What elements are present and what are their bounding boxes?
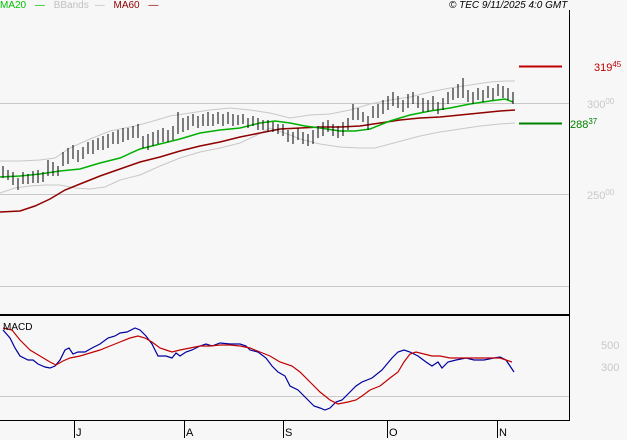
y-label-250-dec: 00: [605, 188, 615, 197]
x-label-aug: A: [186, 427, 194, 439]
legend-ma60: MA60 —: [113, 0, 159, 11]
macd-y-label-300: 300: [601, 362, 620, 374]
ma60-line: [0, 109, 516, 213]
support-dec: 37: [588, 117, 598, 126]
chart-legend: MA20 — BBands — MA60 —: [0, 0, 164, 12]
macd-title: MACD: [3, 322, 33, 333]
macd-y-label-500: 500: [601, 340, 620, 352]
legend-ma60-label: MA60: [113, 0, 140, 11]
copyright-timestamp: © TEC 9/11/2025 4:0 GMT: [449, 0, 568, 11]
legend-ma20: MA20 —: [0, 0, 45, 11]
bband-upper: [0, 80, 515, 162]
ma20-line: [0, 98, 514, 178]
resistance-label: 31945: [594, 60, 621, 74]
y-label-300-dec: 00: [605, 97, 615, 106]
x-label-oct: O: [389, 427, 398, 439]
x-label-sep: S: [285, 427, 293, 439]
legend-bbands: BBands —: [53, 0, 105, 11]
y-label-300-main: 300: [587, 99, 606, 111]
legend-bbands-label: BBands: [53, 0, 89, 11]
resistance-main: 319: [594, 62, 613, 74]
macd-line: [2, 327, 515, 411]
legend-ma20-label: MA20: [0, 0, 27, 11]
macd-signal-line: [2, 327, 513, 405]
y-label-300: 30000: [587, 97, 614, 111]
month-ticks: [74, 421, 498, 438]
y-label-250: 25000: [587, 188, 614, 202]
bband-lower: [0, 122, 516, 194]
x-label-jul: J: [76, 427, 82, 439]
resistance-dec: 45: [612, 60, 622, 69]
support-label: 28837: [570, 117, 597, 131]
y-label-250-main: 250: [587, 190, 606, 202]
price-bars: [2, 78, 514, 190]
x-label-nov: N: [499, 427, 507, 439]
support-main: 288: [570, 119, 589, 131]
